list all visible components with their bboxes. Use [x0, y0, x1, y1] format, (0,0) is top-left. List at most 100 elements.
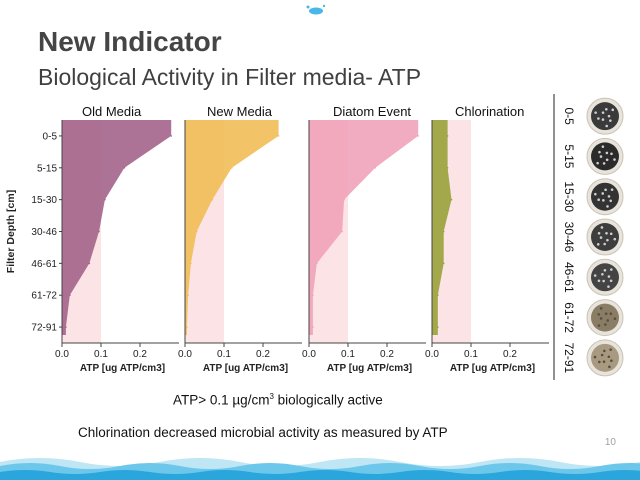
atp-data-point	[88, 262, 91, 265]
atp-data-point	[277, 135, 280, 137]
atp-data-point	[195, 230, 198, 233]
atp-profile-area	[185, 120, 279, 335]
media-grain	[607, 275, 611, 278]
media-grain	[606, 238, 609, 242]
media-grain	[598, 150, 601, 154]
water-wave-decoration	[0, 458, 640, 480]
x-tick-label: 0.0	[302, 349, 316, 360]
photo-depth-label: 61-72	[562, 302, 576, 333]
media-grain	[605, 124, 608, 128]
photo-depth-label: 5-15	[562, 144, 576, 168]
threshold-note-sup: 3	[269, 392, 274, 401]
atp-data-point	[98, 230, 100, 233]
media-grain	[604, 312, 608, 316]
media-grain	[597, 313, 601, 316]
media-grain	[605, 107, 608, 111]
y-tick-label: 30-46	[31, 227, 57, 238]
media-grain	[603, 349, 606, 353]
media-grain	[601, 145, 605, 148]
media-sample	[591, 142, 619, 171]
media-grain	[602, 360, 606, 364]
y-tick-label: 72-91	[31, 323, 57, 334]
y-tick-label: 15-30	[31, 195, 57, 206]
atp-data-point	[65, 326, 67, 328]
y-tick-label: 61-72	[31, 291, 57, 302]
x-tick-label: 0.2	[503, 349, 517, 360]
water-splash-icon	[306, 4, 326, 15]
atp-data-point	[450, 198, 453, 201]
atp-data-point	[446, 135, 449, 137]
atp-data-point	[170, 135, 172, 137]
x-axis-label: ATP [ug ATP/cm3]	[327, 363, 412, 374]
media-grain	[601, 111, 605, 114]
atp-profile-area	[309, 120, 419, 335]
media-grain	[605, 231, 608, 235]
x-tick-label: 0.0	[178, 349, 192, 360]
x-tick-label: 0.1	[94, 349, 108, 360]
atp-data-point	[190, 262, 192, 265]
x-tick-label: 0.1	[464, 349, 478, 360]
atp-data-point	[442, 230, 445, 233]
media-grain	[603, 268, 607, 272]
media-grain	[609, 119, 612, 122]
media-grain	[599, 317, 603, 320]
media-grain	[596, 161, 599, 165]
photo-depth-label: 46-61	[562, 262, 576, 293]
media-sample	[591, 343, 619, 372]
media-grain	[609, 279, 613, 283]
atp-data-point	[446, 166, 449, 169]
media-grain	[610, 188, 614, 191]
panel-title-new-media: New Media	[207, 104, 273, 119]
y-axis-label: Filter Depth [cm]	[5, 190, 17, 273]
media-grain	[610, 268, 613, 271]
panel-title-chlorination: Chlorination	[455, 104, 525, 119]
media-grain	[609, 348, 612, 351]
atp-profile-area	[62, 120, 172, 335]
y-tick-label: 0-5	[43, 131, 58, 142]
x-tick-label: 0.2	[380, 349, 394, 360]
x-tick-label: 0.1	[217, 349, 231, 360]
media-grain	[610, 152, 613, 156]
atp-data-point	[186, 326, 188, 328]
x-tick-label: 0.1	[341, 349, 355, 360]
media-grain	[601, 272, 604, 276]
atp-data-point	[123, 166, 126, 169]
atp-data-point	[437, 294, 439, 297]
threshold-note-prefix: ATP> 0.1 µg/cm	[173, 392, 270, 408]
panel-title-diatom-event: Diatom Event	[333, 104, 412, 119]
x-tick-label: 0.2	[256, 349, 270, 360]
atp-data-point	[343, 198, 345, 201]
atp-profile-area	[432, 120, 452, 335]
media-grain	[611, 108, 615, 112]
media-grain	[600, 226, 604, 229]
media-grain	[609, 232, 613, 236]
media-grain	[606, 319, 610, 322]
panel-title-old-media: Old Media	[82, 104, 142, 119]
threshold-note: ATP> 0.1 µg/cm3 biologically active	[173, 392, 383, 408]
y-tick-label: 46-61	[31, 259, 57, 270]
media-grain	[609, 199, 613, 203]
media-grain	[608, 365, 611, 369]
media-grain	[613, 317, 617, 321]
media-grain	[597, 324, 601, 327]
media-grain	[602, 279, 605, 283]
media-grain	[613, 237, 617, 241]
media-grain	[599, 307, 603, 310]
media-grain	[606, 205, 609, 208]
slide-title: New Indicator	[38, 26, 222, 57]
atp-data-point	[312, 294, 314, 297]
media-grain	[600, 353, 604, 357]
media-grain	[593, 355, 597, 359]
atp-data-point	[316, 262, 318, 265]
media-grain	[602, 199, 605, 202]
media-sample	[591, 263, 619, 292]
page-number: 10	[604, 437, 616, 448]
media-grain	[613, 158, 616, 161]
atp-data-point	[374, 166, 377, 169]
media-grain	[597, 117, 600, 120]
atp-data-point	[442, 262, 445, 265]
media-grain	[607, 285, 610, 288]
media-grain	[594, 192, 597, 196]
atp-data-point	[312, 326, 314, 328]
